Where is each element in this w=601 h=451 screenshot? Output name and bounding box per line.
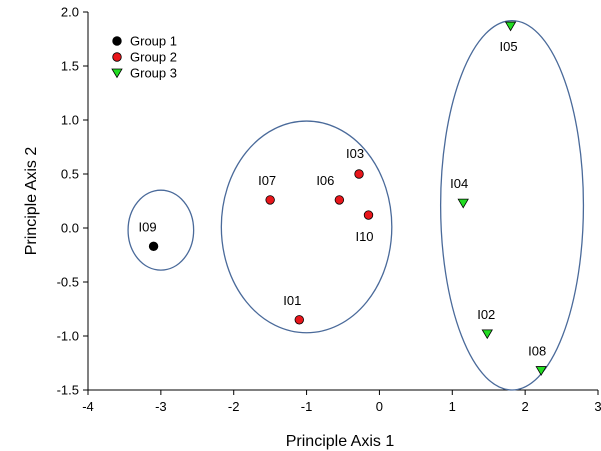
point-label-i07: I07 xyxy=(258,173,276,188)
y-tick-label: 2.0 xyxy=(61,5,79,20)
x-tick-label: 2 xyxy=(522,399,529,414)
x-tick-label: -1 xyxy=(301,399,313,414)
y-tick-label: 1.5 xyxy=(61,59,79,74)
x-tick-label: 1 xyxy=(449,399,456,414)
point-label-i08: I08 xyxy=(528,344,546,359)
x-tick-label: -4 xyxy=(82,399,94,414)
data-point-i06 xyxy=(334,195,345,205)
point-label-i03: I03 xyxy=(346,146,364,161)
x-tick-label: -3 xyxy=(155,399,167,414)
data-point-i09 xyxy=(148,241,159,252)
y-axis-title: Principle Axis 2 xyxy=(23,147,40,256)
data-point-i01 xyxy=(294,315,304,325)
data-point-i07 xyxy=(265,195,275,205)
data-point-i08 xyxy=(535,366,547,376)
y-tick-label: -1.5 xyxy=(57,383,79,398)
y-tick-label: -1.0 xyxy=(57,329,79,344)
legend-marker-2 xyxy=(112,52,122,62)
data-point-i05 xyxy=(504,21,517,32)
data-point-i03 xyxy=(354,169,364,179)
x-tick-label: 0 xyxy=(376,399,383,414)
group-ellipse xyxy=(439,19,585,391)
point-label-i06: I06 xyxy=(316,173,334,188)
legend-label-2: Group 2 xyxy=(130,50,177,65)
legend-marker-1 xyxy=(112,36,122,46)
x-tick-label: -2 xyxy=(228,399,240,414)
point-label-i05: I05 xyxy=(500,39,518,54)
y-tick-label: 1.0 xyxy=(61,113,79,128)
data-point-i10 xyxy=(363,210,374,220)
data-point-i04 xyxy=(457,198,469,209)
y-tick-label: -0.5 xyxy=(57,275,79,290)
legend-label-3: Group 3 xyxy=(130,66,177,81)
legend-marker-3 xyxy=(111,68,123,79)
group-ellipse xyxy=(220,120,393,334)
point-label-i01: I01 xyxy=(283,293,301,308)
group-ellipse xyxy=(127,189,195,271)
data-point-i02 xyxy=(481,329,493,340)
point-label-i02: I02 xyxy=(477,307,495,322)
point-label-i09: I09 xyxy=(139,219,157,234)
point-label-i04: I04 xyxy=(450,176,468,191)
y-tick-label: 0.5 xyxy=(61,167,79,182)
legend-label-1: Group 1 xyxy=(130,34,177,49)
x-axis-title: Principle Axis 1 xyxy=(286,433,395,450)
point-label-i10: I10 xyxy=(355,229,373,244)
y-tick-label: 0.0 xyxy=(61,221,79,236)
x-tick-label: 3 xyxy=(594,399,601,414)
